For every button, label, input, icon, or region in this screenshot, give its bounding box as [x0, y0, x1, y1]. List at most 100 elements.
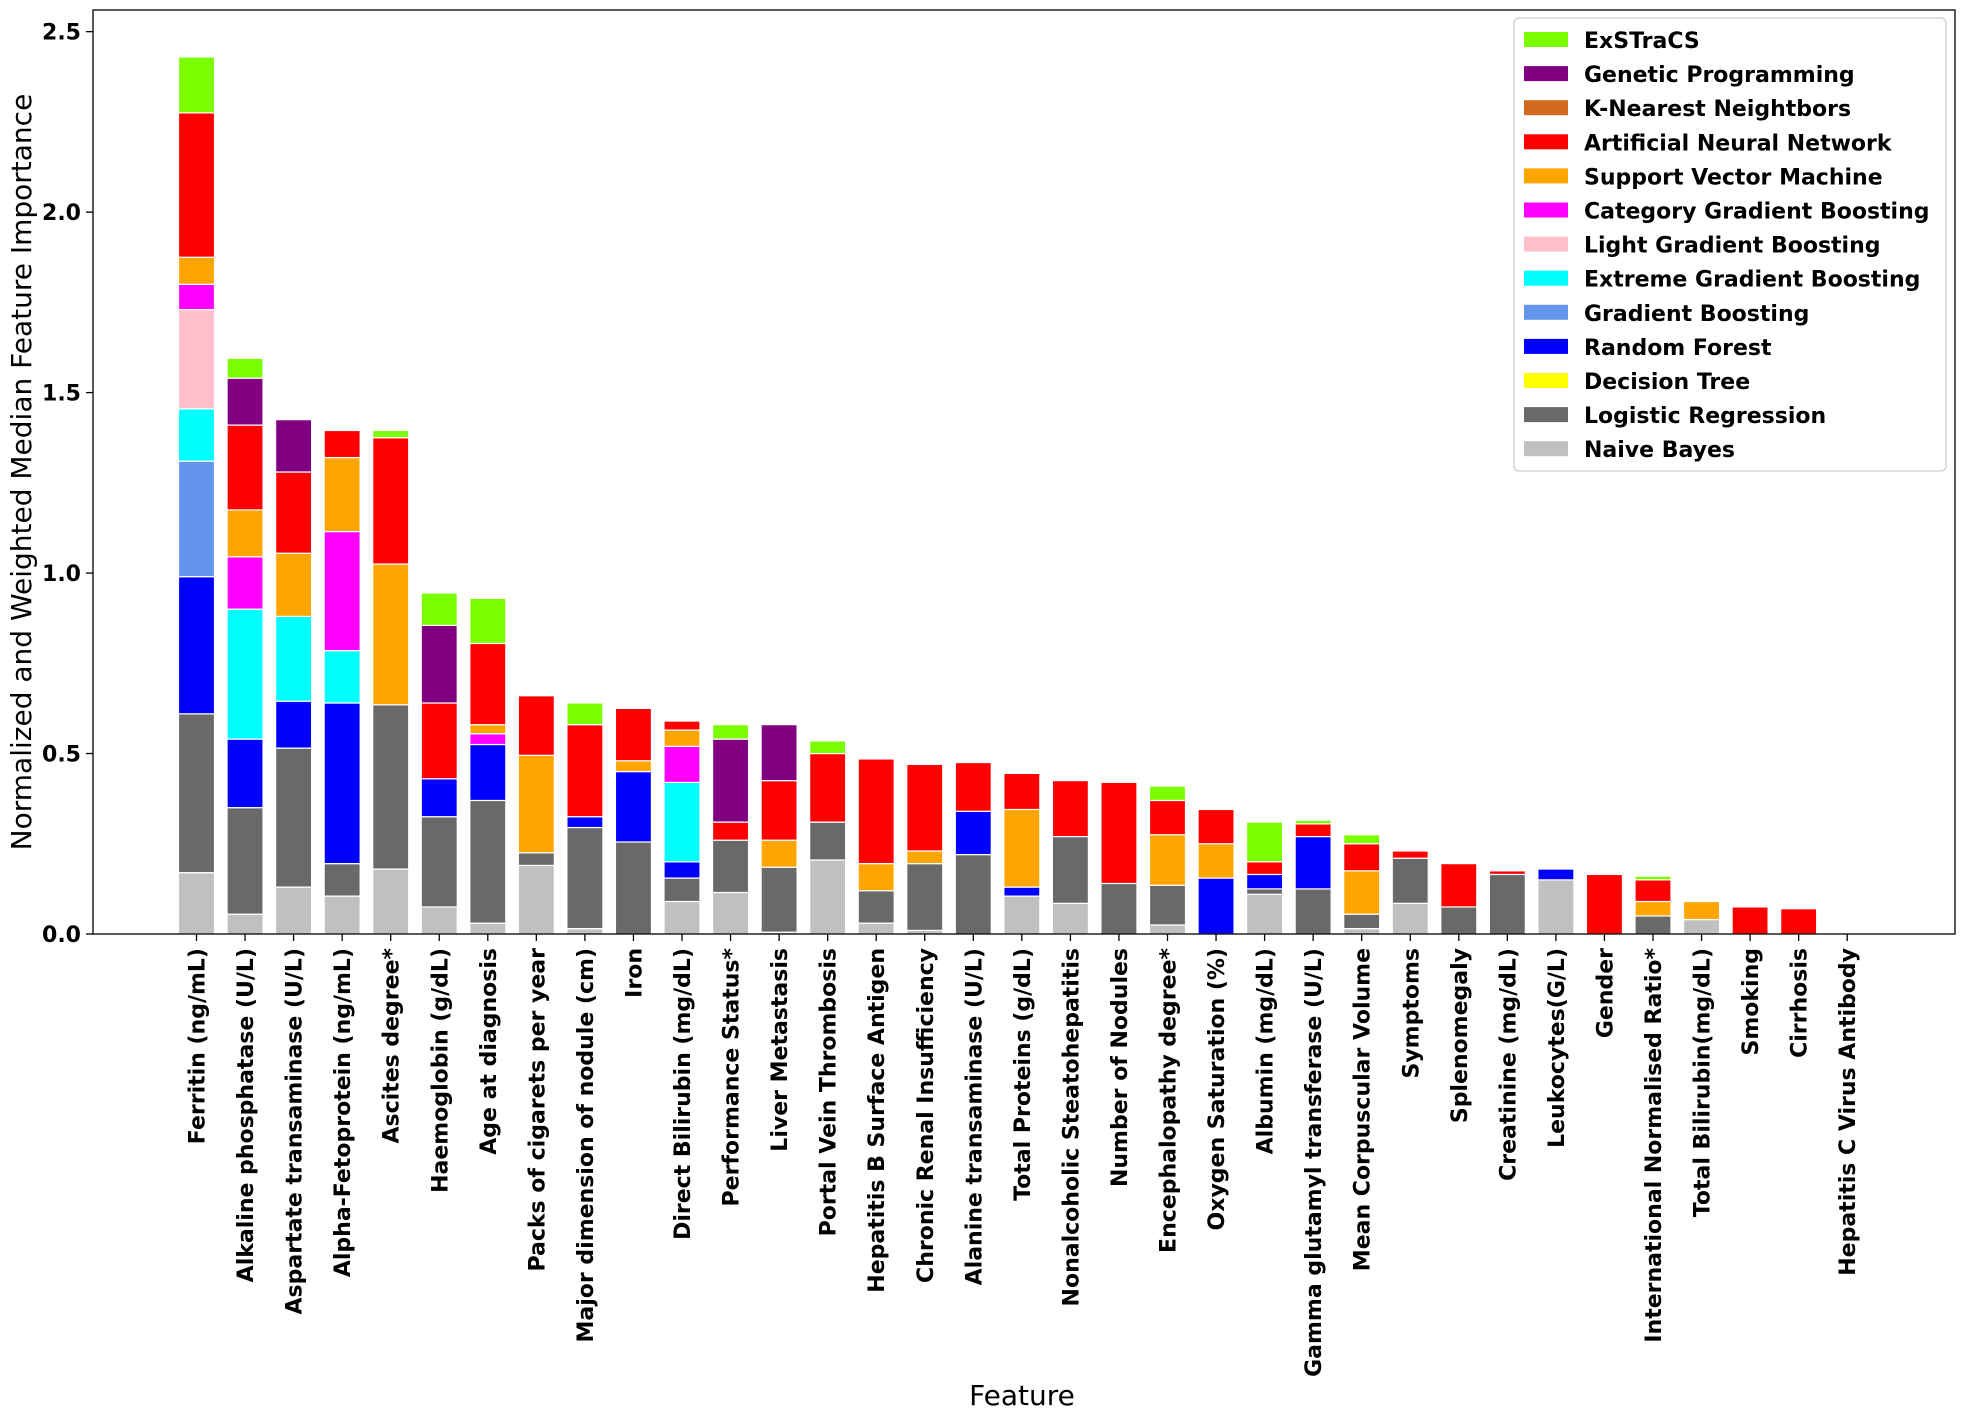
bar-segment — [420, 816, 458, 908]
legend-swatch — [1524, 236, 1568, 252]
x-tick-label: Symptoms — [1399, 948, 1424, 1079]
legend-label: Gradient Boosting — [1584, 302, 1809, 327]
bar-segment — [1537, 868, 1575, 881]
bar-segment — [177, 408, 216, 462]
x-tick-label: Creatinine (mg/dL) — [1496, 948, 1521, 1181]
bar-segment — [177, 713, 216, 874]
bar-segment — [1003, 895, 1041, 935]
bar-segment — [711, 738, 750, 823]
bar-segment — [372, 429, 410, 439]
bar-segment — [177, 872, 216, 935]
bar-segment — [275, 700, 313, 749]
bar-segment — [566, 816, 604, 829]
bar-segment — [1780, 908, 1818, 935]
bar-segment — [1634, 879, 1672, 903]
bar-segment — [1343, 870, 1381, 915]
x-tick-label: International Normalised Ratio* — [1642, 948, 1667, 1343]
bar-segment — [760, 780, 798, 841]
y-tick-label: 1.5 — [42, 382, 81, 407]
bar-segment — [469, 724, 507, 735]
bar-segment — [1051, 835, 1090, 904]
x-tick-label: Ascites degree* — [380, 948, 405, 1144]
bar-segment — [226, 738, 264, 809]
x-tick-label: Chronic Renal Insufficiency — [914, 948, 939, 1283]
bar-segment — [1634, 915, 1672, 935]
bar-segment — [1100, 882, 1138, 935]
bar-segment — [566, 724, 604, 818]
bar-segment — [711, 821, 750, 841]
bar-segment — [1245, 821, 1284, 863]
x-tick-label: Age at diagnosis — [477, 948, 502, 1155]
y-tick-label: 0.0 — [42, 923, 81, 948]
bar-segment — [1634, 900, 1672, 917]
bar-segment — [1245, 893, 1284, 935]
bar-segment — [1148, 785, 1187, 802]
bar-segment — [906, 850, 944, 865]
y-tick-label: 1.0 — [42, 562, 81, 587]
bar-segment — [1731, 906, 1769, 935]
bar-segment — [1148, 924, 1187, 935]
bar-segment — [517, 852, 555, 867]
x-tick-label: Cirrhosis — [1788, 948, 1813, 1058]
bar-segment — [1051, 780, 1090, 838]
bar-segment — [1294, 835, 1332, 890]
x-tick-label: Total Proteins (g/dL) — [1011, 948, 1036, 1201]
bars-layer — [177, 56, 1818, 935]
bar-segment — [663, 900, 701, 935]
bar-segment — [906, 763, 944, 852]
x-tick-label: Alanine transaminase (U/L) — [962, 948, 987, 1285]
x-tick-label: Leukocytes(G/L) — [1545, 948, 1570, 1148]
bar-segment — [275, 552, 313, 617]
bar-segment — [954, 810, 992, 856]
bar-segment — [1197, 808, 1235, 845]
x-tick-label: Total Bilirubin(mg/dL) — [1691, 948, 1716, 1217]
bar-segment — [663, 877, 701, 903]
y-tick-label: 0.5 — [42, 743, 81, 768]
legend-swatch — [1524, 134, 1568, 150]
x-tick-label: Packs of cigarets per year — [525, 948, 550, 1272]
bar-segment — [275, 471, 313, 554]
bar-segment — [1440, 906, 1478, 935]
x-tick-label: Splenomegaly — [1448, 948, 1473, 1123]
legend-label: Naive Bayes — [1584, 438, 1735, 463]
bar-segment — [226, 424, 264, 511]
bar-segment — [1343, 834, 1381, 845]
bar-segment — [1100, 781, 1138, 885]
bar-segment — [1051, 902, 1090, 935]
bar-segment — [517, 754, 555, 854]
bar-segment — [1585, 873, 1624, 935]
bar-segment — [1148, 884, 1187, 926]
x-tick-label: Albumin (mg/dL) — [1254, 948, 1279, 1154]
legend-swatch — [1524, 66, 1568, 82]
bar-segment — [469, 922, 507, 935]
bar-segment — [1391, 850, 1429, 859]
bar-segment — [809, 859, 847, 935]
x-tick-label: Mean Corpuscular Volume — [1351, 948, 1376, 1271]
x-tick-label: Aspartate transaminase (U/L) — [283, 948, 308, 1315]
bar-segment — [906, 863, 944, 931]
x-axis-title: Feature — [969, 1379, 1075, 1412]
bar-segment — [1148, 799, 1187, 836]
bar-segment — [177, 576, 216, 715]
bar-segment — [614, 760, 653, 773]
legend-label: Support Vector Machine — [1584, 165, 1883, 190]
legend-label: Category Gradient Boosting — [1584, 200, 1930, 225]
y-axis: 0.0 0.5 1.0 1.5 2.0 2.5 — [42, 21, 93, 948]
bar-segment — [372, 704, 410, 870]
bar-segment — [1245, 861, 1284, 876]
bar-segment — [177, 460, 216, 578]
bar-segment — [1197, 843, 1235, 879]
bar-segment — [566, 702, 604, 726]
bar-segment — [1343, 913, 1381, 930]
bar-segment — [711, 839, 750, 894]
legend-swatch — [1524, 373, 1568, 388]
legend-swatch — [1524, 202, 1568, 218]
bar-segment — [1343, 843, 1381, 872]
bar-segment — [711, 724, 750, 740]
legend-label: Decision Tree — [1584, 370, 1750, 395]
legend-label: Random Forest — [1584, 336, 1772, 361]
bar-segment — [1003, 808, 1041, 888]
bar-segment — [323, 702, 361, 865]
x-axis: Ferritin (ng/mL) Alkaline phosphatase (U/… — [186, 934, 1861, 1377]
bar-segment — [177, 112, 216, 258]
